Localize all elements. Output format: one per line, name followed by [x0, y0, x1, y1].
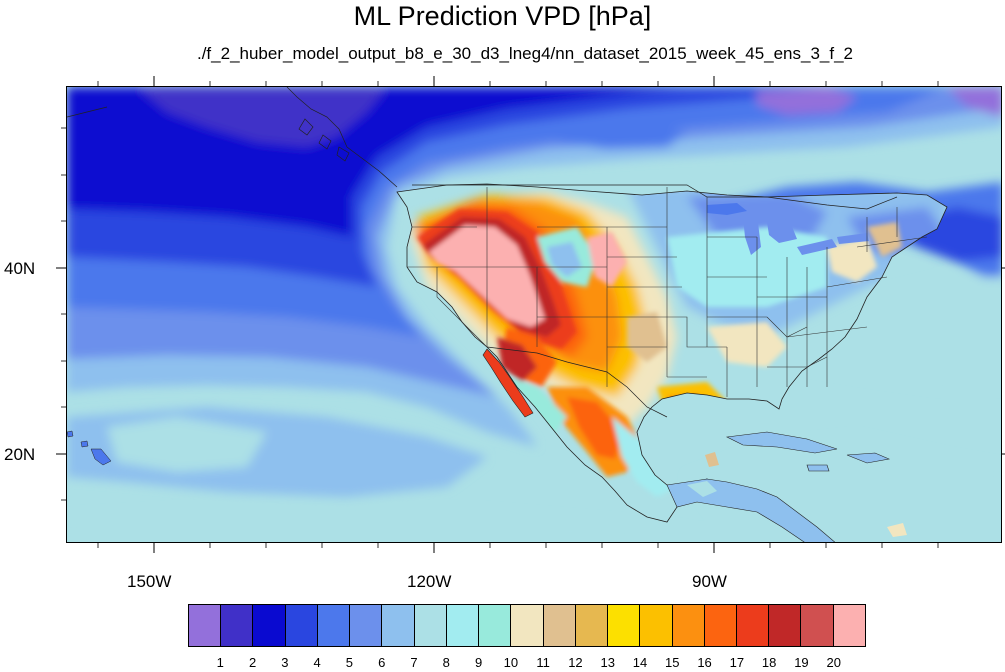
colorbar-swatch: [285, 605, 318, 646]
vpd-map: [66, 86, 1002, 543]
colorbar-label: 3: [281, 655, 289, 670]
colorbar-swatch: [511, 605, 544, 646]
central-america: [666, 478, 836, 542]
colorbar-swatch: [253, 605, 286, 646]
colorbar-swatch: [833, 605, 865, 646]
lon-label-150w: 150W: [127, 572, 172, 591]
lat-label-40n: 40N: [4, 259, 36, 278]
colorbar-label: 12: [568, 655, 583, 670]
ocean-field: [67, 87, 1001, 542]
state-borders: [407, 187, 928, 397]
colorbar-label: 1: [216, 655, 224, 670]
colorbar-swatch: [704, 605, 737, 646]
lon-label-120w: 120W: [407, 572, 452, 591]
colorbar-label: 15: [665, 655, 680, 670]
colorbar-label: 11: [536, 655, 550, 670]
lon-label-90w: 90W: [692, 572, 727, 591]
colorbar-label: 10: [503, 655, 519, 670]
alaska-coast: [67, 87, 398, 188]
colorbar-swatch: [801, 605, 834, 646]
hawaii-islands: [67, 430, 112, 466]
vpd-map-svg: [67, 87, 1001, 542]
colorbar-swatch: [189, 605, 222, 646]
colorbar-label: 19: [794, 655, 809, 670]
colorbar-swatch: [414, 605, 447, 646]
baja-peninsula: [482, 348, 534, 418]
colorbar-label: 14: [632, 655, 648, 670]
coastline: [396, 183, 948, 523]
colorbar-swatch: [769, 605, 802, 646]
colorbar-label: 9: [474, 655, 483, 670]
colorbar-swatch: [221, 605, 254, 646]
colorbar-swatch: [479, 605, 512, 646]
colorbar-label: 4: [313, 655, 321, 670]
colorbar-label: 13: [600, 655, 615, 670]
colorbar-label: 5: [345, 655, 354, 670]
colorbar-swatch: [543, 605, 576, 646]
colorbar-swatch: [317, 605, 351, 646]
colorbar-swatch: [382, 605, 415, 646]
colorbar-swatch: [608, 605, 641, 646]
colorbar-label: 17: [729, 655, 745, 670]
colorbar-swatch: [350, 605, 383, 646]
colorbar-swatch: [575, 605, 609, 646]
mexico-border: [486, 346, 668, 418]
colorbar-label: 7: [410, 655, 418, 670]
colorbar-label: 20: [826, 655, 841, 670]
lat-label-20n: 20N: [4, 445, 36, 464]
chart-title: ML Prediction VPD [hPa]: [353, 1, 652, 31]
colorbar-label: 6: [378, 655, 386, 670]
colorbar-label: 2: [248, 655, 257, 670]
colorbar-label: 18: [761, 655, 777, 670]
chart-subtitle: ./f_2_huber_model_output_b8_e_30_d3_lneg…: [196, 44, 854, 63]
colorbar-label: 8: [442, 655, 450, 670]
caribbean-islands: [705, 431, 907, 537]
great-lakes: [707, 203, 869, 255]
colorbar-label: 16: [697, 655, 712, 670]
colorbar-swatch: [446, 605, 480, 646]
canada-border: [412, 184, 898, 210]
colorbar-swatch: [672, 605, 705, 646]
colorbar-swatch: [640, 605, 673, 646]
colorbar: [188, 604, 866, 647]
colorbar-swatch: [736, 605, 770, 646]
